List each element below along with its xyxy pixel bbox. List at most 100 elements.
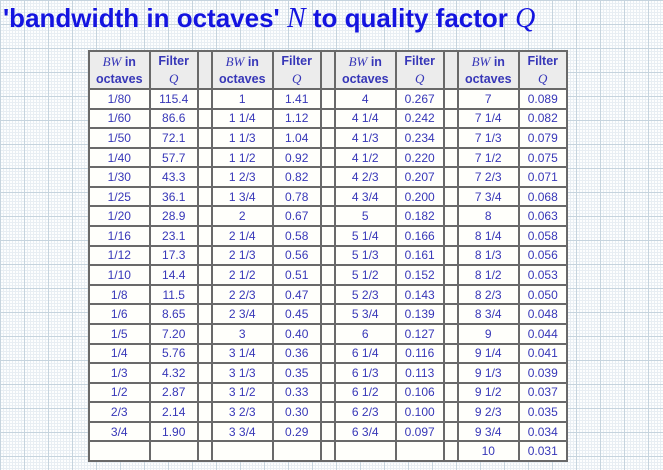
- spacer-cell: [319, 362, 337, 384]
- bw-cell: 2: [211, 205, 274, 228]
- page-title-text-1: 'bandwidth in octaves': [3, 3, 287, 33]
- bw-cell: 7 1/2: [457, 146, 520, 169]
- spacer-cell: [442, 440, 460, 462]
- q-cell: 0.116: [394, 342, 445, 365]
- q-header-line2: Q: [152, 70, 196, 88]
- table-row: 1/60 86.6 1 1/4 1.12 4 1/4 0.242 7 1/4 0.082: [88, 107, 568, 130]
- bw-cell: 5 3/4: [334, 303, 397, 325]
- q-cell: 0.079: [517, 127, 568, 149]
- q-cell: 0.068: [517, 185, 568, 208]
- bw-cell: 1/60: [88, 107, 151, 130]
- bw-cell: 7 2/3: [457, 166, 520, 188]
- bw-cell: 7 3/4: [457, 185, 520, 208]
- bw-cell: 2 1/2: [211, 264, 274, 286]
- bw-cell: 8: [457, 205, 520, 228]
- q-cell: 0.031: [517, 440, 568, 462]
- spacer-cell: [196, 185, 214, 208]
- spacer-cell: [442, 420, 460, 443]
- q-cell: 0.161: [394, 244, 445, 267]
- spacer-cell: [196, 283, 214, 306]
- spacer-cell: [319, 264, 337, 286]
- q-cell: 115.4: [148, 88, 199, 110]
- q-header-line2: Q: [275, 70, 319, 88]
- spacer-cell: [442, 381, 460, 404]
- bw-cell: 6: [334, 322, 397, 345]
- q-variable-label: Q: [538, 70, 548, 86]
- q-cell: 0.048: [517, 303, 568, 325]
- spacer-cell: [442, 107, 460, 130]
- q-header-line1: Filter: [158, 53, 189, 68]
- spacer-cell: [319, 342, 337, 365]
- bw-cell: 7 1/3: [457, 127, 520, 149]
- q-cell: 0.58: [271, 225, 322, 247]
- q-cell: 23.1: [148, 225, 199, 247]
- spacer-cell: [319, 166, 337, 188]
- table-header-row: BW in octaves Filter Q BW in octaves Filter Q BW…: [88, 50, 568, 90]
- bw-cell: 4 1/2: [334, 146, 397, 169]
- spacer-cell: [196, 362, 214, 384]
- spacer-cell: [319, 127, 337, 149]
- page-title-var-q: Q: [515, 3, 536, 34]
- q-cell: [271, 440, 322, 462]
- bw-variable-label: BW: [348, 53, 368, 69]
- spacer-cell: [442, 401, 460, 423]
- bw-cell: 4 3/4: [334, 185, 397, 208]
- bw-cell: 1/20: [88, 205, 151, 228]
- bw-cell: 8 1/3: [457, 244, 520, 267]
- q-cell: 0.267: [394, 88, 445, 110]
- q-cell: 0.78: [271, 185, 322, 208]
- table-row: 1/10 14.4 2 1/2 0.51 5 1/2 0.152 8 1/2 0.053: [88, 264, 568, 286]
- bw-cell: 1/6: [88, 303, 151, 325]
- bw-cell: 8 3/4: [457, 303, 520, 325]
- bw-cell: 1 1/2: [211, 146, 274, 169]
- q-cell: 0.242: [394, 107, 445, 130]
- bw-header-cell: BW in octaves: [457, 50, 520, 90]
- page-title-text-2: to quality factor: [305, 3, 516, 33]
- spacer-cell: [442, 205, 460, 228]
- bw-cell: 5 1/2: [334, 264, 397, 286]
- q-cell: 0.51: [271, 264, 322, 286]
- q-cell: 0.037: [517, 381, 568, 404]
- bw-header-line2: octaves: [218, 71, 266, 86]
- bw-cell: 1/5: [88, 322, 151, 345]
- bw-cell: 1/2: [88, 381, 151, 404]
- spacer-header-cell: [319, 50, 337, 90]
- table-row: 10 0.031: [88, 440, 568, 462]
- bw-cell: 8 2/3: [457, 283, 520, 306]
- q-cell: 0.056: [517, 244, 568, 267]
- spacer-cell: [196, 264, 214, 286]
- q-cell: [394, 440, 445, 462]
- bw-cell: 1 1/3: [211, 127, 274, 149]
- q-cell: 1.41: [271, 88, 322, 110]
- q-cell: 0.67: [271, 205, 322, 228]
- q-cell: 0.113: [394, 362, 445, 384]
- bw-header-line2: octaves: [341, 71, 389, 86]
- bw-variable-label: BW: [471, 53, 491, 69]
- q-cell: 1.90: [148, 420, 199, 443]
- q-cell: 0.044: [517, 322, 568, 345]
- table-row: 3/4 1.90 3 3/4 0.29 6 3/4 0.097 9 3/4 0.034: [88, 420, 568, 443]
- q-header-cell: Filter Q: [517, 50, 568, 90]
- spacer-cell: [442, 185, 460, 208]
- bw-header-line1: BW in: [225, 53, 259, 69]
- bw-cell: 4 1/4: [334, 107, 397, 130]
- q-cell: 0.182: [394, 205, 445, 228]
- spacer-cell: [196, 322, 214, 345]
- spacer-cell: [196, 244, 214, 267]
- q-variable-label: Q: [169, 70, 179, 86]
- q-cell: 0.058: [517, 225, 568, 247]
- table-row: 1/25 36.1 1 3/4 0.78 4 3/4 0.200 7 3/4 0.068: [88, 185, 568, 208]
- spacer-cell: [442, 303, 460, 325]
- spacer-cell: [442, 342, 460, 365]
- q-variable-label: Q: [292, 70, 302, 86]
- bw-header-line1: BW in: [348, 53, 382, 69]
- q-cell: 0.039: [517, 362, 568, 384]
- q-header-line2: Q: [398, 70, 442, 88]
- spacer-cell: [319, 283, 337, 306]
- q-cell: 0.082: [517, 107, 568, 130]
- q-cell: 0.089: [517, 88, 568, 110]
- bw-cell: 2 2/3: [211, 283, 274, 306]
- bw-cell: 1/10: [88, 264, 151, 286]
- bw-header-cell: BW in octaves: [88, 50, 151, 90]
- q-cell: 5.76: [148, 342, 199, 365]
